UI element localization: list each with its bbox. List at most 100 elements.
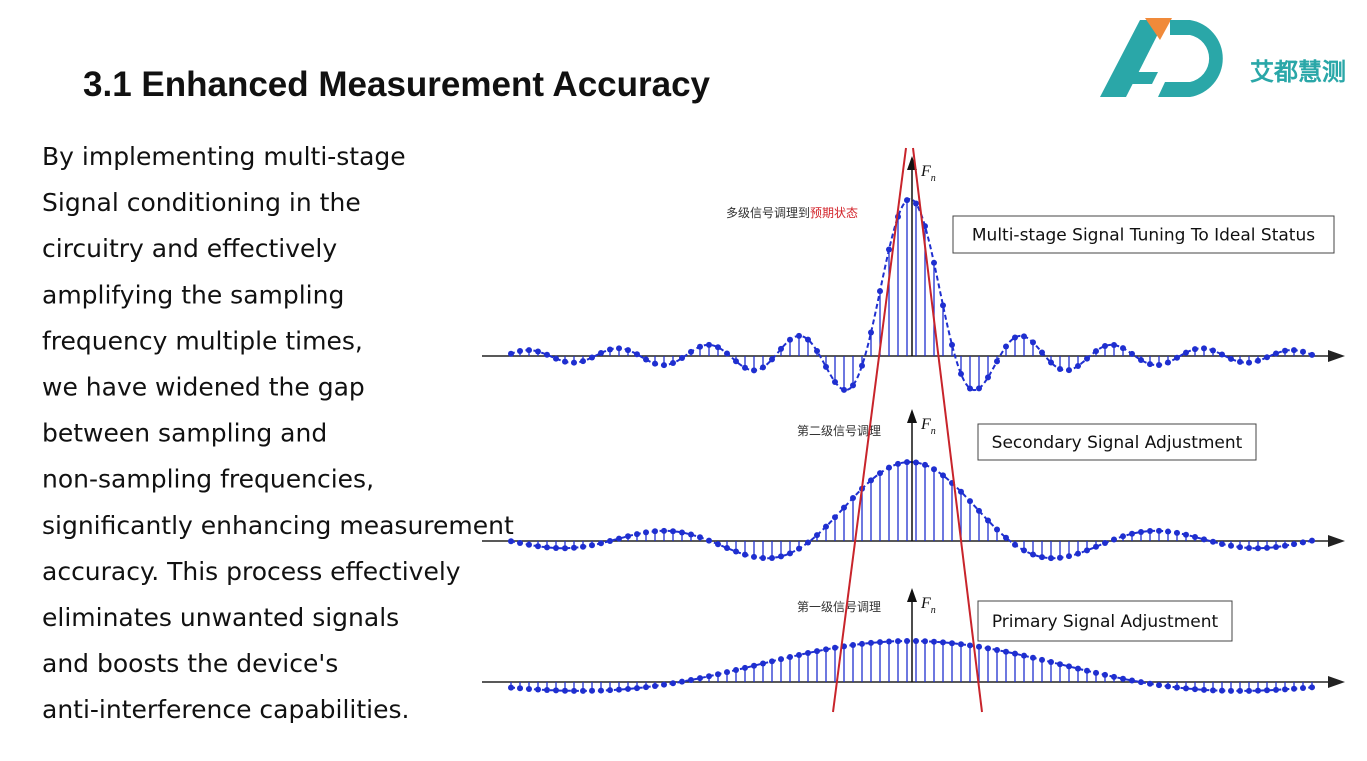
body-line: between sampling and <box>42 419 327 448</box>
sample-dot <box>1138 528 1144 535</box>
sample-dot <box>1147 528 1153 535</box>
sample-dot <box>1075 665 1081 672</box>
sample-dot <box>553 545 559 552</box>
bandwidth-line <box>832 147 907 713</box>
sample-dot <box>697 675 703 682</box>
sample-dot <box>1264 544 1270 551</box>
axis-label-main: F <box>920 595 931 612</box>
axis-label-sub: n <box>931 173 936 184</box>
sample-dot <box>679 529 685 536</box>
sample-dot <box>1129 530 1135 537</box>
sample-dot <box>1273 686 1279 693</box>
logo: 艾都慧测 <box>1100 18 1346 97</box>
sample-dot <box>562 545 568 552</box>
sample-dot <box>562 687 568 694</box>
sample-dot <box>706 341 712 348</box>
sample-dot <box>544 544 550 551</box>
stage-label-text: 第二级信号调理 <box>797 424 881 438</box>
sample-dot <box>805 650 811 657</box>
sample-dot <box>1264 687 1270 694</box>
body-line: accuracy. This process effectively <box>42 557 461 586</box>
caption-box <box>977 600 1233 642</box>
body-line: amplifying the sampling <box>42 280 344 309</box>
axis-label: Fn <box>920 416 936 437</box>
sample-dot <box>1012 650 1018 657</box>
sample-dot <box>778 553 784 560</box>
sample-dot <box>1066 663 1072 670</box>
stage-label-highlight: 预期状态 <box>810 206 858 220</box>
caption-box <box>977 423 1257 461</box>
body-line: non-sampling frequencies, <box>42 465 374 494</box>
body-line: Signal conditioning in the <box>42 188 361 217</box>
sample-dot <box>616 535 622 542</box>
envelope <box>509 640 1313 692</box>
axis-label-main: F <box>920 163 931 180</box>
sample-dot <box>616 686 622 693</box>
axis-arrow <box>1328 350 1345 362</box>
bandwidth-line <box>912 147 983 713</box>
axis-label: Fn <box>920 163 936 184</box>
sample-dot <box>688 676 694 683</box>
body-line: significantly enhancing measurement <box>42 511 514 540</box>
axis-arrow <box>1328 676 1345 688</box>
axis-label-sub: n <box>931 426 936 437</box>
body-text: By implementing multi-stage Signal condit… <box>42 142 514 724</box>
sample-dot <box>625 533 631 540</box>
signal-figure: Fn 多级信号调理到预期状态 Multi-stage Signal Tuning T… <box>482 147 1345 713</box>
stage-label: 第一级信号调理 <box>797 600 881 614</box>
caption-box <box>952 215 1335 254</box>
body-line: circuitry and effectively <box>42 234 337 263</box>
body-line: and boosts the device's <box>42 649 338 678</box>
caption-text: Multi-stage Signal Tuning To Ideal Statu… <box>972 226 1315 246</box>
sample-dot <box>940 639 946 646</box>
logo-text: 艾都慧测 <box>1250 58 1346 86</box>
sample-dot <box>1111 342 1117 349</box>
sample-dot <box>904 459 910 466</box>
sample-dot <box>1192 533 1198 540</box>
body-line: we have widened the gap <box>42 373 365 402</box>
freq-arrow <box>907 409 917 423</box>
body-line: By implementing multi-stage <box>42 142 406 171</box>
sample-dot <box>913 459 919 466</box>
sample-dot <box>553 687 559 694</box>
sample-dot <box>1201 686 1207 693</box>
sample-dot <box>814 648 820 655</box>
freq-arrow <box>907 588 917 602</box>
sample-dot <box>886 638 892 645</box>
sample-dot <box>760 660 766 667</box>
sample-dot <box>868 329 874 336</box>
sample-dot <box>544 687 550 694</box>
sample-dot <box>877 639 883 646</box>
sample-dot <box>607 538 613 544</box>
sample-dot <box>742 664 748 671</box>
sample-dot <box>949 341 955 348</box>
stage-label-text: 第一级信号调理 <box>797 600 881 614</box>
sample-dot <box>625 685 631 692</box>
body-line: frequency multiple times, <box>42 326 363 355</box>
envelope <box>509 460 1313 560</box>
stage-label: 第二级信号调理 <box>797 424 881 438</box>
sample-dot <box>868 639 874 646</box>
sample-dot <box>1273 544 1279 551</box>
sample-dot <box>949 640 955 647</box>
sample-dot <box>1057 661 1063 668</box>
body-line: eliminates unwanted signals <box>42 603 399 632</box>
caption-text: Secondary Signal Adjustment <box>992 433 1243 453</box>
axis-label: Fn <box>920 595 936 616</box>
sample-dot <box>1129 677 1135 684</box>
stage-label: 多级信号调理到预期状态 <box>726 206 858 220</box>
axis-label-main: F <box>920 416 931 433</box>
sample-dot <box>1255 545 1261 552</box>
axis-label-sub: n <box>931 605 936 616</box>
slide-title: 3.1 Enhanced Measurement Accuracy <box>83 65 711 104</box>
stage-label-text: 多级信号调理到 <box>726 206 810 220</box>
sample-dot <box>670 528 676 535</box>
sample-dot <box>688 531 694 538</box>
sample-dot <box>1183 685 1189 692</box>
sample-dot <box>940 302 946 309</box>
axis-arrow <box>1328 535 1345 547</box>
sample-dot <box>1192 686 1198 693</box>
sample-dot <box>634 685 640 692</box>
